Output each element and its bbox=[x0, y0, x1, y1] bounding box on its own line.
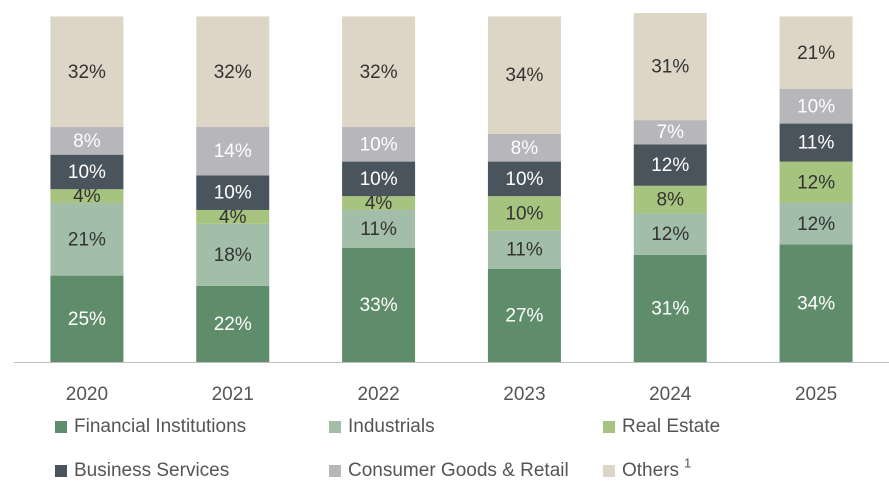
data-label: 10% bbox=[797, 96, 835, 117]
data-label: 12% bbox=[797, 214, 835, 235]
x-tick-label: 2024 bbox=[649, 384, 692, 405]
data-label: 8% bbox=[511, 138, 539, 159]
data-label: 31% bbox=[651, 298, 689, 319]
data-label: 34% bbox=[505, 65, 543, 86]
bar-segment bbox=[50, 127, 124, 155]
data-label: 14% bbox=[214, 141, 252, 162]
bar-segment bbox=[196, 175, 270, 210]
bar-segment bbox=[633, 185, 707, 214]
x-tick-label: 2022 bbox=[357, 384, 399, 405]
bar-segment bbox=[196, 223, 270, 286]
bar-segment bbox=[633, 13, 707, 121]
legend-swatch bbox=[329, 465, 341, 477]
bar-segment bbox=[779, 16, 853, 90]
bar-segment bbox=[633, 120, 707, 145]
legend-label: Business Services bbox=[74, 460, 229, 481]
data-label: 4% bbox=[73, 186, 101, 207]
data-label: 12% bbox=[651, 224, 689, 245]
data-label: 10% bbox=[360, 169, 398, 190]
x-tick-label: 2020 bbox=[66, 384, 108, 405]
data-label: 10% bbox=[214, 183, 252, 204]
legend-swatch bbox=[603, 465, 615, 477]
bar-segment bbox=[633, 254, 707, 362]
legend-note: 1 bbox=[684, 455, 691, 470]
x-tick-label: 2025 bbox=[795, 384, 837, 405]
bar-segment bbox=[196, 209, 270, 224]
data-label: 12% bbox=[651, 155, 689, 176]
bar-segment bbox=[342, 196, 416, 210]
legend-label: Real Estate bbox=[622, 416, 720, 437]
data-label: 32% bbox=[214, 62, 252, 83]
bar-segment bbox=[487, 16, 561, 134]
bar-segment bbox=[50, 203, 124, 276]
bar-segment bbox=[196, 127, 270, 176]
bar-segment bbox=[779, 244, 853, 362]
bar-segment bbox=[342, 127, 416, 162]
data-label: 31% bbox=[651, 57, 689, 78]
data-label: 18% bbox=[214, 245, 252, 266]
bar-segment bbox=[50, 189, 124, 204]
legend-swatch bbox=[55, 421, 67, 433]
data-label: 21% bbox=[797, 43, 835, 64]
legend-swatch bbox=[329, 421, 341, 433]
bar-segment bbox=[342, 209, 416, 248]
bar-segment bbox=[779, 89, 853, 124]
bar-segment bbox=[196, 285, 270, 362]
x-tick-label: 2021 bbox=[212, 384, 254, 405]
bar-segment bbox=[50, 154, 124, 190]
bar-segment bbox=[487, 161, 561, 197]
data-label: 27% bbox=[505, 305, 543, 326]
data-label: 8% bbox=[657, 190, 685, 211]
data-label: 25% bbox=[68, 309, 106, 330]
bar-segment bbox=[633, 213, 707, 255]
bar-segment bbox=[779, 161, 853, 204]
bar-segment bbox=[487, 230, 561, 269]
legend-label: Industrials bbox=[348, 416, 435, 437]
data-label: 11% bbox=[798, 133, 835, 154]
data-label: 22% bbox=[214, 314, 252, 335]
bar-segment bbox=[342, 161, 416, 197]
bar-segment bbox=[50, 16, 124, 128]
bar-segment bbox=[633, 144, 707, 186]
bar-segment bbox=[342, 247, 416, 362]
legend-label: Consumer Goods & Retail bbox=[348, 460, 569, 481]
data-label: 12% bbox=[797, 172, 835, 193]
x-tick-label: 2023 bbox=[503, 384, 545, 405]
legend-swatch bbox=[603, 421, 615, 433]
data-label: 11% bbox=[360, 219, 397, 240]
data-label: 11% bbox=[506, 240, 543, 261]
data-label: 21% bbox=[68, 229, 106, 250]
bar-segment bbox=[779, 203, 853, 245]
legend-label: Others bbox=[622, 460, 679, 481]
data-label: 4% bbox=[219, 207, 247, 228]
bar-segment bbox=[487, 196, 561, 231]
data-label: 10% bbox=[360, 134, 398, 155]
legend-label: Financial Institutions bbox=[74, 416, 246, 437]
bar-segment bbox=[487, 268, 561, 362]
data-label: 32% bbox=[360, 62, 398, 83]
legend-swatch bbox=[55, 465, 67, 477]
bar-segment bbox=[196, 16, 270, 128]
data-label: 10% bbox=[505, 203, 543, 224]
data-label: 10% bbox=[505, 169, 543, 190]
data-label: 34% bbox=[797, 293, 835, 314]
data-label: 8% bbox=[73, 131, 101, 152]
data-label: 32% bbox=[68, 62, 106, 83]
data-label: 7% bbox=[657, 122, 685, 143]
data-label: 10% bbox=[68, 162, 106, 183]
bar-segment bbox=[50, 275, 124, 362]
bar-segment bbox=[487, 133, 561, 162]
bar-segment bbox=[342, 16, 416, 128]
data-label: 33% bbox=[360, 295, 398, 316]
data-label: 4% bbox=[365, 193, 393, 214]
bar-segment bbox=[779, 123, 853, 162]
